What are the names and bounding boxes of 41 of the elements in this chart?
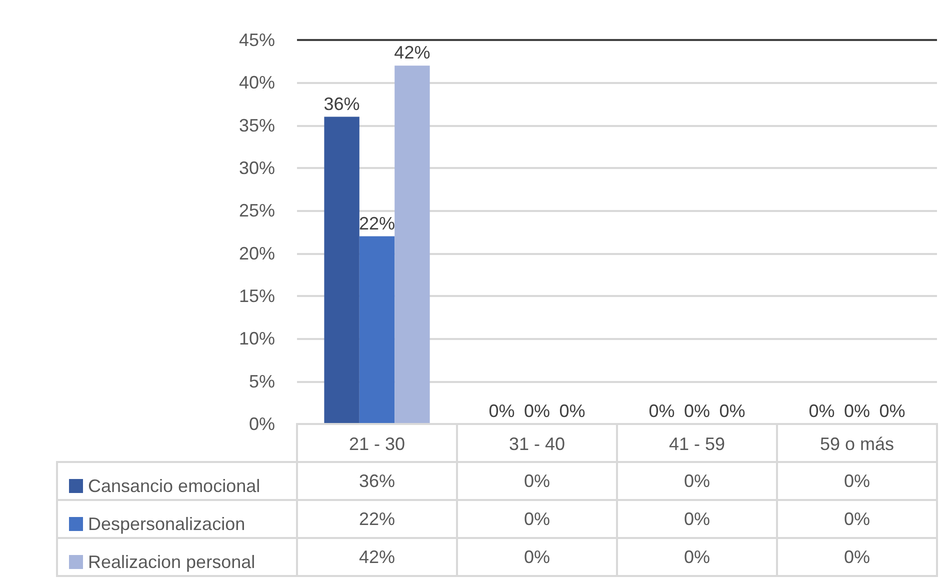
data-label: 0% (522, 471, 551, 491)
y-tick-label: 25% (238, 200, 275, 221)
data-label: 36% (358, 471, 396, 491)
x-tick-label: 41 - 59 (668, 434, 726, 454)
data-label: 42% (358, 547, 396, 567)
text: 0% (648, 401, 675, 421)
text: 36% (324, 94, 360, 114)
y-tick-label: 0% (248, 414, 275, 434)
text: 0% (684, 401, 710, 421)
y-tick-label: 10% (238, 328, 275, 349)
data-label: 0% (682, 471, 711, 491)
text: 22% (358, 213, 396, 234)
x-tick-label: 59 o más (820, 434, 894, 454)
data-label: 0% (522, 509, 551, 529)
text: 0% (844, 401, 870, 421)
text: 0% (524, 401, 550, 421)
data-label: 0% (682, 509, 711, 529)
y-tick-label: 45% (238, 30, 275, 50)
x-tick-label: 21 - 30 (348, 434, 406, 454)
y-tick-label: 5% (248, 371, 275, 392)
data-label: 0% (842, 547, 871, 567)
y-tick-label: 15% (238, 286, 275, 306)
text: 0% (488, 401, 515, 421)
legend-label: Cansancio emocional (88, 476, 260, 496)
y-tick-label: 35% (238, 115, 275, 136)
y-tick-label: 20% (238, 243, 275, 264)
data-label: 22% (358, 509, 396, 529)
legend-label: Realizacion personal (88, 552, 256, 572)
data-label: 0% (682, 547, 711, 567)
data-label: 0% (522, 547, 551, 567)
text: 0% (559, 401, 586, 421)
legend-label: Despersonalizacion (88, 514, 246, 534)
y-tick-label: 30% (238, 158, 275, 178)
data-label: 0% (842, 509, 871, 529)
data-label: 0% (842, 471, 871, 491)
text: 42% (394, 42, 430, 63)
y-tick-label: 40% (238, 72, 275, 93)
x-tick-label: 31 - 40 (508, 434, 566, 454)
text: 0% (719, 401, 746, 421)
text: 0% (808, 401, 835, 421)
text: 0% (879, 401, 906, 421)
